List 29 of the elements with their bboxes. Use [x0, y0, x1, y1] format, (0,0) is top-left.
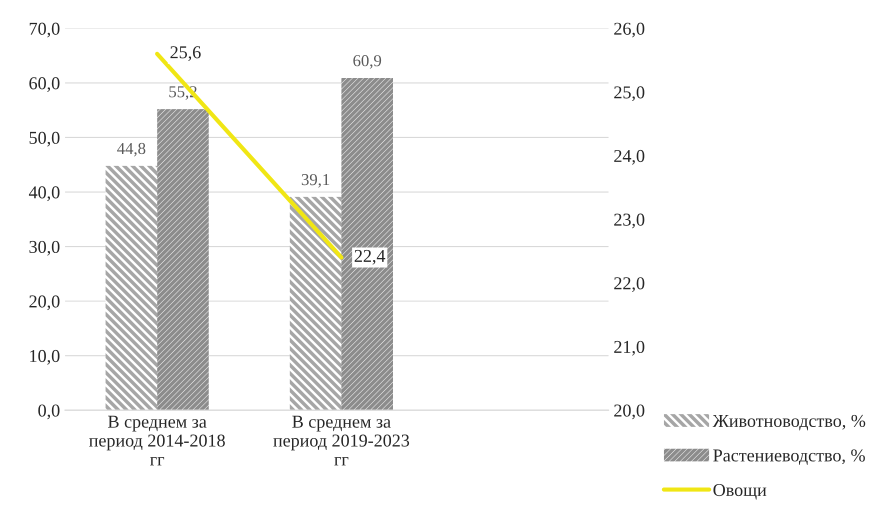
y2-tick-label: 20,0 — [614, 404, 644, 420]
data-label: 44,8 — [117, 142, 146, 157]
bar — [341, 78, 393, 410]
y2-tick-label: 21,0 — [614, 340, 644, 356]
y2-tick-label: 26,0 — [614, 22, 644, 38]
legend-label: Овощи — [713, 484, 766, 500]
data-label: 60,9 — [353, 55, 382, 69]
y-tick-label: 30,0 — [29, 240, 60, 256]
bar — [106, 166, 158, 410]
x-tick-label: В среднем за период 2014-2018 гг — [89, 416, 225, 466]
y2-tick-label: 23,0 — [614, 214, 644, 228]
y-tick-label: 10,0 — [30, 350, 60, 365]
bar — [290, 196, 342, 410]
y-tick-label: 20,0 — [29, 295, 60, 310]
data-label: 22,4 — [354, 250, 386, 265]
x-tick-label: В среднем за период 2019-2023 гг — [273, 416, 410, 466]
y-tick-label: 70,0 — [30, 22, 60, 38]
legend-label: Животноводство, % — [712, 414, 866, 430]
y-tick-label: 40,0 — [28, 186, 60, 202]
y-tick-label: 50,0 — [30, 132, 60, 147]
data-label: 25,6 — [170, 46, 201, 61]
y-tick-label: 0,0 — [38, 404, 60, 420]
y2-tick-label: 22,0 — [614, 277, 644, 292]
legend-label: Растениеводство, % — [713, 449, 865, 465]
y-tick-label: 60,0 — [29, 77, 60, 92]
y2-tick-label: 25,0 — [614, 86, 644, 102]
bar — [157, 109, 209, 410]
y2-tick-label: 24,0 — [614, 150, 644, 165]
data-label: 39,1 — [302, 174, 330, 188]
